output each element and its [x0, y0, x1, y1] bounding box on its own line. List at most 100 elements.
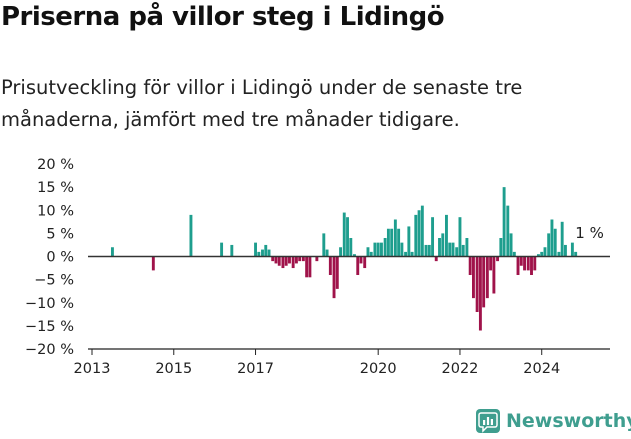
bar: [489, 256, 493, 271]
bar: [431, 217, 435, 257]
bar: [373, 242, 377, 257]
latest-value-label: 1 %: [575, 224, 604, 242]
newsworthy-logo: Newsworthy: [476, 407, 631, 435]
bar: [560, 221, 564, 257]
bar: [353, 254, 356, 257]
bar: [301, 256, 305, 262]
y-tick-label: 20 %: [37, 157, 74, 173]
bar: [512, 251, 516, 257]
x-tick-label: 2015: [155, 361, 192, 377]
y-tick-label: 0 %: [46, 250, 74, 266]
bar: [380, 242, 383, 257]
bar: [363, 256, 367, 269]
bar: [346, 217, 349, 257]
bar: [390, 228, 394, 257]
bar: [478, 256, 482, 331]
bar: [397, 228, 401, 257]
x-tick-label: 2020: [360, 361, 397, 377]
bar: [414, 214, 418, 257]
bar: [366, 247, 370, 257]
bar: [349, 238, 353, 257]
bar: [151, 256, 155, 271]
x-tick-label: 2022: [442, 361, 479, 377]
bar: [530, 256, 533, 275]
bar: [288, 256, 291, 264]
bar: [420, 205, 424, 257]
bar: [455, 247, 459, 257]
y-tick-label: 10 %: [37, 203, 74, 219]
bar: [543, 247, 547, 257]
y-tick-label: 15 %: [37, 180, 74, 196]
bar: [267, 249, 271, 257]
bar: [386, 228, 390, 257]
bar: [342, 212, 346, 257]
bar: [499, 238, 503, 257]
bar: [332, 256, 336, 299]
bar: [291, 256, 295, 269]
bar: [359, 256, 363, 264]
y-tick-label: −5 %: [34, 273, 74, 289]
bar: [492, 256, 496, 294]
bar: [322, 233, 326, 257]
x-tick-label: 2024: [523, 361, 560, 377]
bar: [445, 214, 448, 257]
bar: [574, 251, 578, 257]
y-tick-label: −15 %: [25, 319, 74, 335]
bar: [441, 233, 445, 257]
bar: [485, 256, 489, 299]
bar: [563, 244, 567, 257]
bar: [298, 256, 302, 262]
bar: [274, 256, 278, 264]
bar: [325, 249, 329, 257]
bar: [308, 256, 312, 278]
bar: [519, 256, 523, 266]
bar: [438, 238, 441, 257]
bar: [523, 256, 526, 271]
bar: [230, 244, 234, 257]
bar: [547, 233, 551, 257]
bar: [189, 214, 193, 257]
bar: [516, 256, 520, 275]
bar: [294, 256, 298, 264]
bar: [451, 242, 455, 257]
bar: [254, 242, 257, 257]
bar: [410, 251, 414, 257]
bar: [506, 205, 510, 257]
bar: [407, 226, 411, 257]
chart-subtitle: Prisutveckling för villor i Lidingö unde…: [1, 76, 523, 131]
bar: [424, 244, 428, 257]
bar: [475, 256, 479, 312]
bar: [427, 244, 431, 257]
bar: [369, 251, 373, 257]
bar: [496, 256, 500, 262]
bar: [271, 256, 275, 262]
bar: [393, 219, 397, 257]
bar: [458, 217, 462, 257]
y-axis: 20 % 15 % 10 % 5 % 0 % −5 % −10 % −15 % −20 %: [25, 157, 74, 358]
bar: [339, 247, 343, 257]
bar: [502, 187, 506, 257]
bar: [533, 256, 537, 271]
bar: [537, 254, 540, 257]
bar: [448, 242, 452, 257]
bar: [553, 228, 557, 257]
bar: [335, 256, 339, 289]
x-tick-label: 2017: [237, 361, 274, 377]
bar: [404, 251, 408, 257]
bar: [264, 244, 268, 257]
bar: [376, 242, 380, 257]
bar: [315, 256, 319, 262]
bar: [383, 238, 387, 257]
x-axis: 2013 2015 2017 2020 2022 2024: [74, 348, 610, 377]
y-tick-label: 5 %: [46, 226, 74, 242]
bar: [550, 219, 554, 257]
newsworthy-logo-text: Newsworthy: [506, 410, 631, 432]
bar: [509, 233, 513, 257]
bar: [472, 256, 475, 299]
bar: [284, 256, 288, 266]
bar: [277, 256, 281, 266]
bar: [468, 256, 472, 275]
bar: [110, 247, 114, 257]
y-tick-label: −10 %: [25, 296, 74, 312]
